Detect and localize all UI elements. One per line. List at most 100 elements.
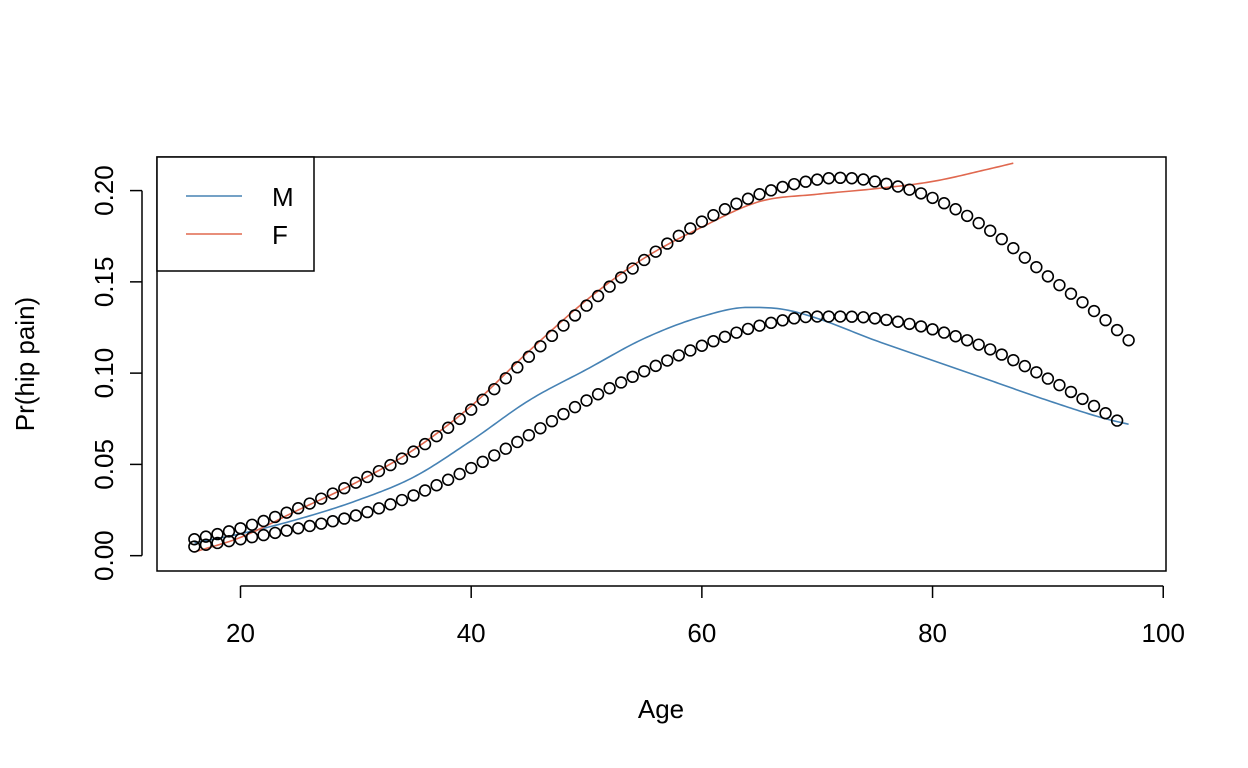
data-point — [234, 533, 247, 546]
data-point — [741, 192, 755, 205]
data-point — [280, 524, 293, 537]
data-point — [291, 522, 305, 535]
data-point — [418, 437, 432, 451]
data-point — [949, 203, 962, 216]
data-point — [753, 188, 766, 201]
data-point — [222, 525, 236, 538]
data-point — [476, 455, 489, 469]
data-point — [937, 326, 951, 339]
data-point — [488, 449, 501, 462]
data-point — [1110, 323, 1124, 337]
series-2 — [188, 171, 1135, 546]
data-point — [188, 540, 201, 553]
data-point — [707, 209, 720, 222]
data-point — [303, 497, 316, 510]
data-point — [268, 510, 282, 524]
data-point — [845, 172, 859, 185]
data-point — [637, 365, 651, 378]
data-point — [534, 340, 547, 353]
data-point — [857, 173, 870, 186]
data-point — [568, 309, 582, 322]
data-point — [1099, 407, 1112, 420]
data-point — [661, 354, 674, 367]
data-point — [868, 312, 882, 325]
data-point — [315, 517, 328, 530]
data-point — [614, 376, 628, 389]
data-point — [188, 533, 201, 546]
data-point — [868, 175, 882, 188]
data-point — [511, 361, 524, 374]
data-point — [580, 299, 593, 312]
data-point — [741, 322, 755, 336]
data-point — [1007, 353, 1020, 367]
data-point — [776, 314, 789, 327]
data-point — [418, 484, 432, 497]
data-point — [764, 316, 778, 330]
x-tick-label: 60 — [687, 618, 716, 648]
data-point — [511, 435, 524, 449]
data-point — [349, 509, 363, 522]
data-point — [245, 530, 259, 544]
data-point — [695, 339, 709, 352]
data-point — [626, 370, 639, 384]
data-point — [926, 323, 939, 336]
data-point — [349, 476, 363, 489]
data-point — [291, 502, 305, 515]
data-point — [730, 197, 743, 210]
y-axis: 0.00 0.05 0.10 0.15 0.20 — [89, 165, 143, 581]
data-point — [488, 382, 501, 396]
data-point — [372, 464, 386, 478]
data-point — [464, 403, 478, 416]
data-point — [672, 349, 685, 362]
x-axis-label: Age — [638, 694, 684, 724]
data-point — [984, 224, 997, 237]
data-point — [257, 528, 270, 542]
data-point — [1030, 366, 1043, 379]
data-point — [1087, 304, 1101, 318]
y-tick-label: 0.10 — [89, 348, 119, 399]
x-tick-label: 100 — [1142, 618, 1185, 648]
data-point — [880, 177, 893, 191]
data-point — [603, 280, 616, 293]
legend-box — [156, 156, 315, 272]
data-point — [384, 498, 397, 511]
series-layer — [188, 162, 1135, 553]
data-point — [1110, 414, 1124, 427]
data-point — [395, 493, 409, 507]
data-point — [684, 344, 697, 357]
data-point — [1064, 287, 1078, 300]
data-point — [776, 180, 789, 194]
data-point — [1018, 359, 1032, 373]
data-point — [787, 312, 801, 325]
data-point — [857, 311, 870, 324]
data-point — [880, 313, 893, 327]
data-point — [338, 512, 351, 525]
data-point — [914, 187, 928, 200]
data-point — [580, 394, 593, 407]
data-point — [1087, 399, 1101, 413]
data-point — [395, 452, 409, 465]
data-point — [1007, 241, 1020, 255]
data-point — [430, 479, 443, 492]
data-point — [326, 487, 339, 500]
data-point — [453, 467, 466, 481]
data-point — [430, 429, 443, 443]
data-point — [534, 422, 547, 435]
data-point — [707, 335, 720, 348]
data-point — [903, 317, 916, 331]
data-point — [199, 530, 213, 543]
data-point — [326, 515, 339, 528]
data-point — [361, 470, 374, 484]
data-point — [384, 458, 397, 472]
data-point — [937, 197, 951, 210]
data-point — [984, 343, 997, 356]
y-axis-label: Pr(hip pain) — [10, 297, 40, 431]
data-point — [891, 315, 905, 328]
data-point — [637, 253, 651, 267]
data-point — [1099, 313, 1112, 327]
data-point — [649, 245, 662, 258]
data-point — [591, 289, 605, 303]
data-point — [557, 319, 570, 332]
x-axis: 20 40 60 80 100 — [226, 585, 1185, 648]
